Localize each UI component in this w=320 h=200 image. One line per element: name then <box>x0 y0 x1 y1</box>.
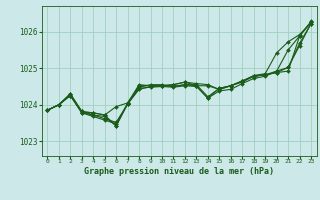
X-axis label: Graphe pression niveau de la mer (hPa): Graphe pression niveau de la mer (hPa) <box>84 167 274 176</box>
